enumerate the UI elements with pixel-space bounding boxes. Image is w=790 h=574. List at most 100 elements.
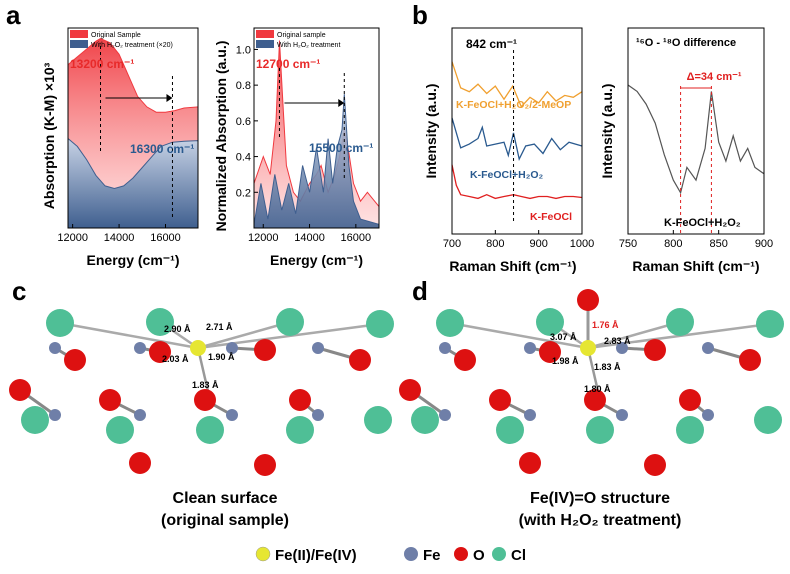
x-axis-label: Energy (cm⁻¹) [270,252,363,268]
structure-c: 2.90 Å 2.71 Å 2.03 Å 1.90 Å 1.83 Å [9,308,394,476]
series-label-1: K-FeOCl+H₂O₂ [470,169,544,181]
legend-label-h2o2: With H₂O₂ treatment [277,42,340,49]
atom-fe-0 [49,342,61,354]
atom-o-7 [289,389,311,411]
x-axis-label: Raman Shift (cm⁻¹) [449,258,576,274]
atom-fe-4 [49,409,61,421]
series-label-0: K-FeOCl+H₂O₂ [664,217,741,229]
atom-cl-2 [276,308,304,336]
atom-o-5 [489,389,511,411]
series-line-0 [451,61,583,108]
legend-fe2-marker [255,546,271,562]
atom-o-7 [679,389,701,411]
chart-title: ¹⁶O - ¹⁸O difference [636,37,736,49]
bond-label-5: 1.80 Å [584,384,611,394]
legend-swatch-h2o2 [70,40,88,48]
atom-cl-1 [146,308,174,336]
annotation-15500: 15500 cm⁻¹ [309,141,373,155]
legend-o-label: O [473,547,485,564]
legend-fe-label: Fe [423,547,441,564]
atom-o-6 [194,389,216,411]
legend-fe2-label: Fe(II)/Fe(IV) [275,547,357,564]
atom-o-6 [584,389,606,411]
y-tick-label-1-2: 0.6 [236,116,251,128]
atom-fe-6 [226,409,238,421]
atom-o-1 [539,341,561,363]
atom-cl-4 [411,406,439,434]
panel-letter-d: d [412,276,428,306]
atom-cl-3 [756,310,784,338]
atom-fe-1 [134,342,146,354]
atom-fe-6 [616,409,628,421]
x-tick-label-1-1: 14000 [294,232,325,244]
x-tick-label-3-1: 800 [664,238,682,250]
atom-fe-2 [616,342,628,354]
chart-a-left: 12000 14000 16000 13200 cm⁻¹ 16300 cm⁻¹ Origi… [41,27,199,268]
atom-cl-4 [21,406,49,434]
legend-label-original: Original sample [277,32,326,39]
x-tick-label-0-0: 12000 [57,232,88,244]
annotation-12700: 12700 cm⁻¹ [256,57,320,71]
annotation-16300: 16300 cm⁻¹ [130,142,194,156]
series-line-1 [451,117,583,162]
plot-frame-0 [67,27,199,229]
atom-o-3 [349,349,371,371]
series-h2o2-area [253,94,380,229]
bond-label-0: 3.07 Å [550,332,577,342]
bond-label-2: 2.03 Å [162,354,189,364]
legend-label-original: Original Sample [91,32,141,39]
y-axis-label: Intensity (a.u.) [423,84,439,179]
bond-label-2: 2.83 Å [604,336,631,346]
atom-fe-2 [226,342,238,354]
atom-o-0 [454,349,476,371]
y-axis-label: Absorption (K-M) ×10³ [41,62,57,209]
atom-o-8 [129,452,151,474]
atom-fe2 [190,340,206,356]
caption-c-line2: (original sample) [161,512,289,529]
atom-o-9 [644,454,666,476]
atom-o-2 [254,339,276,361]
atom-fe-3 [702,342,714,354]
plot-frame-3 [627,27,765,235]
series-label-0: K-FeOCl+H₂O₂/2-MeOP [456,99,571,111]
atom-fe-3 [312,342,324,354]
legend-o-marker [454,547,468,561]
x-tick-label-1-0: 12000 [248,232,279,244]
atom-fe-7 [702,409,714,421]
chart-a-right: 12000 14000 16000 0.2 0.4 0.6 0.8 1.0 12700 cm⁻¹… [213,27,380,268]
atom-cl-6 [196,416,224,444]
caption-c-line1: Clean surface [173,490,278,507]
legend-swatch-original [70,30,88,38]
legend-swatch-h2o2 [256,40,274,48]
structure-d: 3.07 Å 1.76 Å 2.83 Å 1.98 Å 1.83 Å 1.80 Å [399,289,784,476]
x-tick-label-3-2: 850 [709,238,727,250]
bond-label-3: 1.90 Å [208,352,235,362]
legend-fe-marker [404,547,418,561]
y-tick-label-1-3: 0.8 [236,80,251,92]
x-tick-label-1-2: 16000 [341,232,372,244]
legend-label-h2o2: With H₂O₂ treatment (×20) [91,42,173,49]
bond-cl-2 [587,320,681,350]
legend-cl-marker [492,547,506,561]
atom-cl-5 [106,416,134,444]
atom-cl-8 [754,406,782,434]
x-tick-label-3-3: 900 [755,238,773,250]
caption-d-line1: Fe(IV)=O structure [530,490,670,507]
chart-b-right: 750 800 850 900 Δ=34 cm⁻¹ ¹⁶O - ¹⁸O differenc… [599,27,773,274]
atom-legend: Fe(II)/Fe(IV) Fe O Cl [255,546,526,564]
x-axis-label: Raman Shift (cm⁻¹) [632,258,759,274]
atom-o-2 [644,339,666,361]
annotation-842: 842 cm⁻¹ [466,37,517,51]
atom-oxo [577,289,599,311]
annotation-delta: Δ=34 cm⁻¹ [687,71,742,83]
chart-b-left: 700 800 900 1000 842 cm⁻¹ K-FeOCl+H₂O₂/2-MeOP… [423,27,594,274]
atom-cl-6 [586,416,614,444]
atom-o-4 [399,379,421,401]
atom-fe-7 [312,409,324,421]
bond-label-4: 1.83 Å [594,362,621,372]
atom-cl-1 [536,308,564,336]
atom-o-9 [254,454,276,476]
atom-fe-5 [134,409,146,421]
atom-cl-8 [364,406,392,434]
atom-fe-0 [439,342,451,354]
